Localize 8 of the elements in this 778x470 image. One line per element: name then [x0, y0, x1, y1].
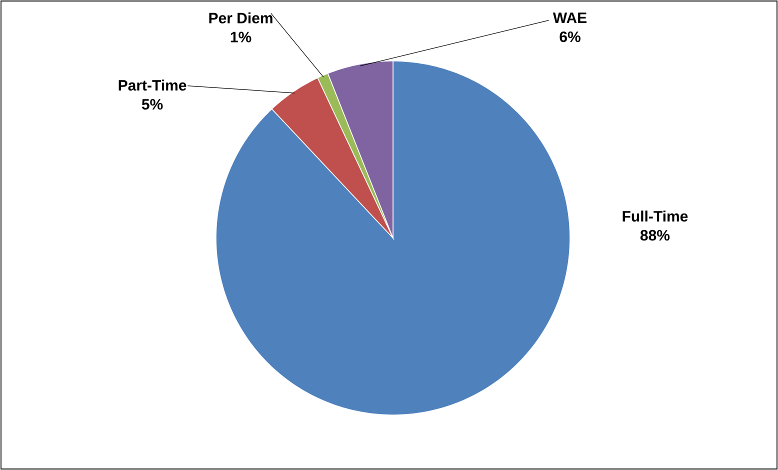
data-label: 6%: [560, 31, 580, 42]
data-label: 5%: [142, 99, 163, 110]
data-label: 88%: [640, 230, 670, 241]
data-label: 1%: [230, 32, 252, 42]
slice-label: Full-Time: [622, 210, 688, 222]
slice-label: WAE: [552, 12, 587, 23]
slice-label: Part-Time: [118, 80, 186, 91]
slice-label: Per Diem: [209, 12, 272, 24]
